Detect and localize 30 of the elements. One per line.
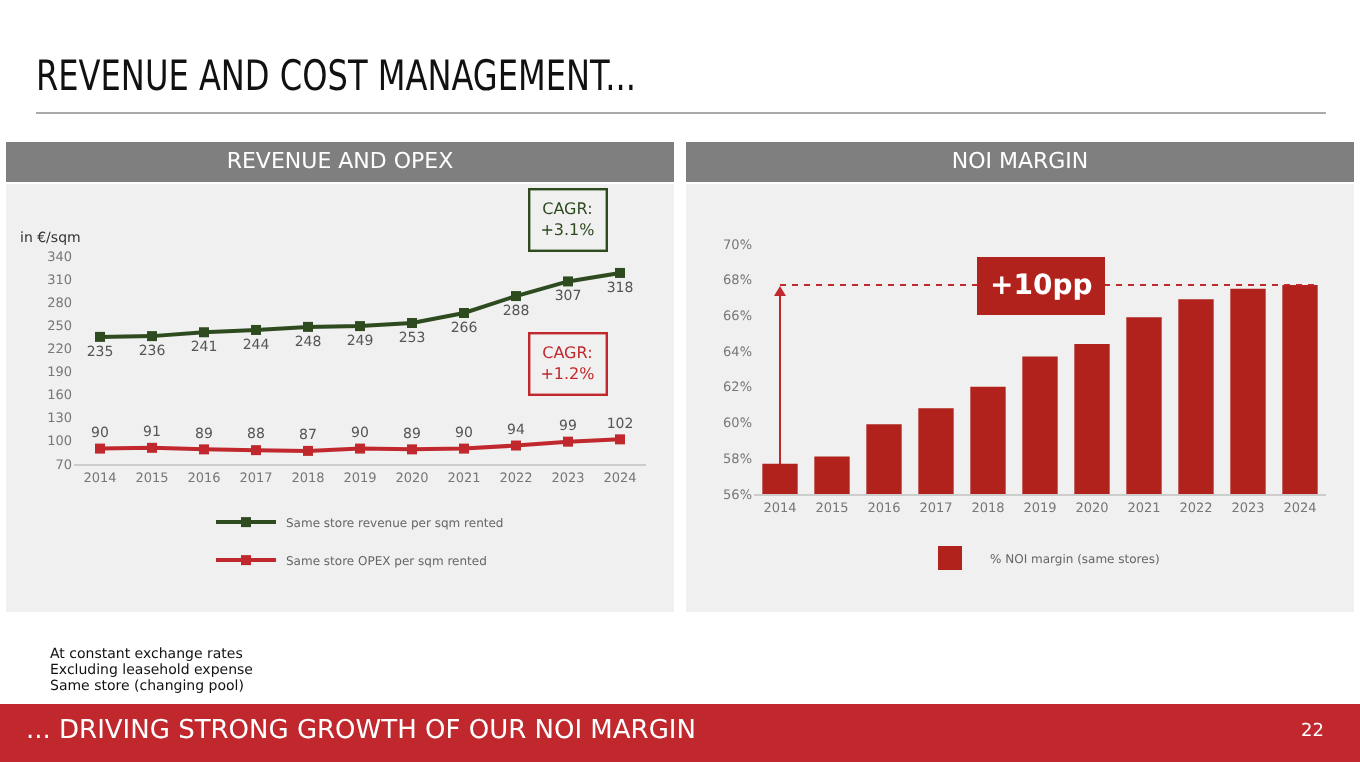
point xyxy=(95,443,105,454)
point xyxy=(511,440,521,451)
point xyxy=(147,331,157,342)
point xyxy=(303,321,313,332)
point xyxy=(615,434,625,445)
point xyxy=(251,445,261,456)
point xyxy=(459,308,469,318)
point xyxy=(407,318,417,329)
chart-title: NOI MARGIN xyxy=(686,142,1354,182)
point xyxy=(147,442,157,453)
point xyxy=(459,443,469,454)
point xyxy=(303,445,313,456)
point xyxy=(615,267,625,278)
point xyxy=(563,276,573,287)
text: ... DRIVING STRONG GROWTH OF OUR NOI MARGIN xyxy=(26,716,696,746)
point xyxy=(407,444,417,455)
point xyxy=(563,436,573,447)
point xyxy=(95,331,105,342)
point xyxy=(199,444,209,455)
chart-title: REVENUE AND OPEX xyxy=(6,142,674,182)
text: 22 xyxy=(1301,722,1324,742)
point xyxy=(355,321,365,332)
annotation: +10pp xyxy=(990,270,1093,302)
point xyxy=(199,327,209,338)
point xyxy=(251,324,261,335)
annotation: CAGR: +1.2% xyxy=(540,344,596,384)
point xyxy=(511,291,521,302)
text: CAGR: +3.1% xyxy=(540,200,596,240)
text: REVENUE AND COST MANAGEMENT... xyxy=(36,52,636,100)
point xyxy=(355,443,365,454)
